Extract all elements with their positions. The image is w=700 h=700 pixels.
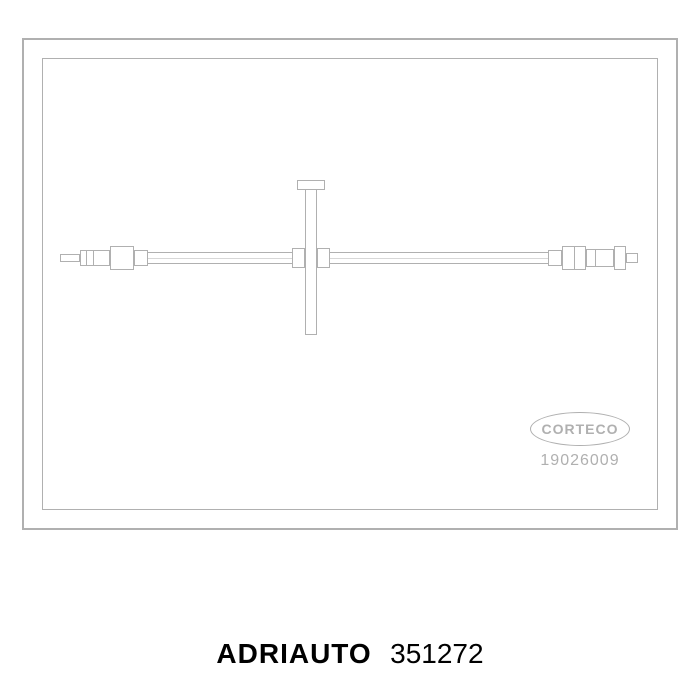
right-fitting-collar bbox=[548, 250, 562, 266]
mounting-bracket-tab bbox=[297, 180, 325, 190]
right-fitting-hex bbox=[562, 246, 586, 270]
caption-brand: ADRIAUTO bbox=[216, 638, 371, 669]
mounting-bracket-body bbox=[305, 180, 317, 335]
right-fitting-end bbox=[614, 246, 626, 270]
product-caption: ADRIAUTO 351272 bbox=[0, 638, 700, 670]
right-fitting-tip bbox=[626, 253, 638, 263]
left-fitting-hex bbox=[110, 246, 134, 270]
left-fitting-thread bbox=[80, 250, 110, 266]
hose-centerline bbox=[148, 258, 548, 259]
left-fitting-collar bbox=[134, 250, 148, 266]
corteco-logo-text: CORTECO bbox=[542, 421, 619, 437]
caption-model: 351272 bbox=[390, 638, 483, 669]
manufacturer-logo-area: CORTECO 19026009 bbox=[530, 412, 630, 470]
corteco-logo-oval: CORTECO bbox=[530, 412, 630, 446]
brake-hose-diagram bbox=[60, 230, 640, 290]
right-fitting-body bbox=[586, 249, 614, 267]
left-fitting-tip bbox=[60, 254, 80, 262]
bracket-collar-left bbox=[292, 248, 305, 268]
bracket-collar-right bbox=[317, 248, 330, 268]
manufacturer-part-number: 19026009 bbox=[530, 452, 630, 470]
